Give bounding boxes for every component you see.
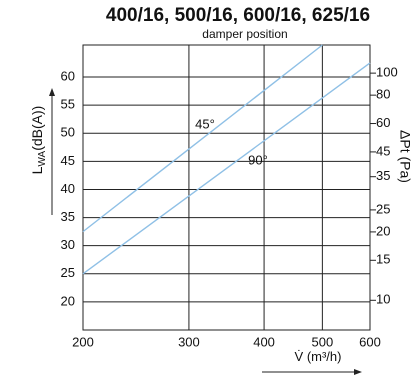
series-label: 90° [248,152,268,167]
plot-frame [82,44,371,331]
y2-tick-label: 20 [376,223,390,238]
y-tick-label: 60 [61,68,75,83]
x-label-main: V̇ [295,349,304,364]
y2-tick-label: 60 [376,115,390,130]
series-line [82,62,371,275]
y-label-main: L [29,166,45,174]
x-tick-label: 400 [253,334,275,349]
y-tick-label: 25 [61,265,75,280]
x-arrow-head [354,369,362,375]
y2-tick-label: 45 [376,143,390,158]
y-tick-label: 50 [61,125,75,140]
y-tick-label: 55 [61,97,75,112]
y-tick-label: 35 [61,209,75,224]
y-tick-label: 20 [61,293,75,308]
x-tick-label: 200 [72,334,94,349]
y-label-sub: WA [37,150,48,166]
y2-tick-label: 80 [376,87,390,102]
y2-tick-label: 100 [376,65,398,80]
y-tick-label: 30 [61,237,75,252]
y2-tick-label: 25 [376,201,390,216]
x-tick-label: 600 [359,334,381,349]
chart-subtitle: damper position [202,27,287,41]
y2-label: ΔPt (Pa) [397,130,411,183]
y2-tick-label: 10 [376,292,390,307]
x-label-unit: (m³/h) [307,349,342,364]
x-label: V̇ (m³/h) [295,349,342,364]
y2-tick-label: 15 [376,252,390,267]
y-arrow-head [49,88,55,96]
series-line [82,44,323,233]
y-tick-label: 40 [61,181,75,196]
chart-title: 400/16, 500/16, 600/16, 625/16 [106,5,370,26]
x-tick-label: 500 [312,334,334,349]
x-tick-label: 300 [178,334,200,349]
y-label: LWA(dB(A)) [29,106,48,175]
series-label: 45° [195,116,215,131]
y2-tick-label: 35 [376,168,390,183]
y-axis-title: LWA(dB(A)) [29,106,48,175]
y-label-unit: (dB(A)) [29,106,45,151]
y-tick-label: 45 [61,153,75,168]
